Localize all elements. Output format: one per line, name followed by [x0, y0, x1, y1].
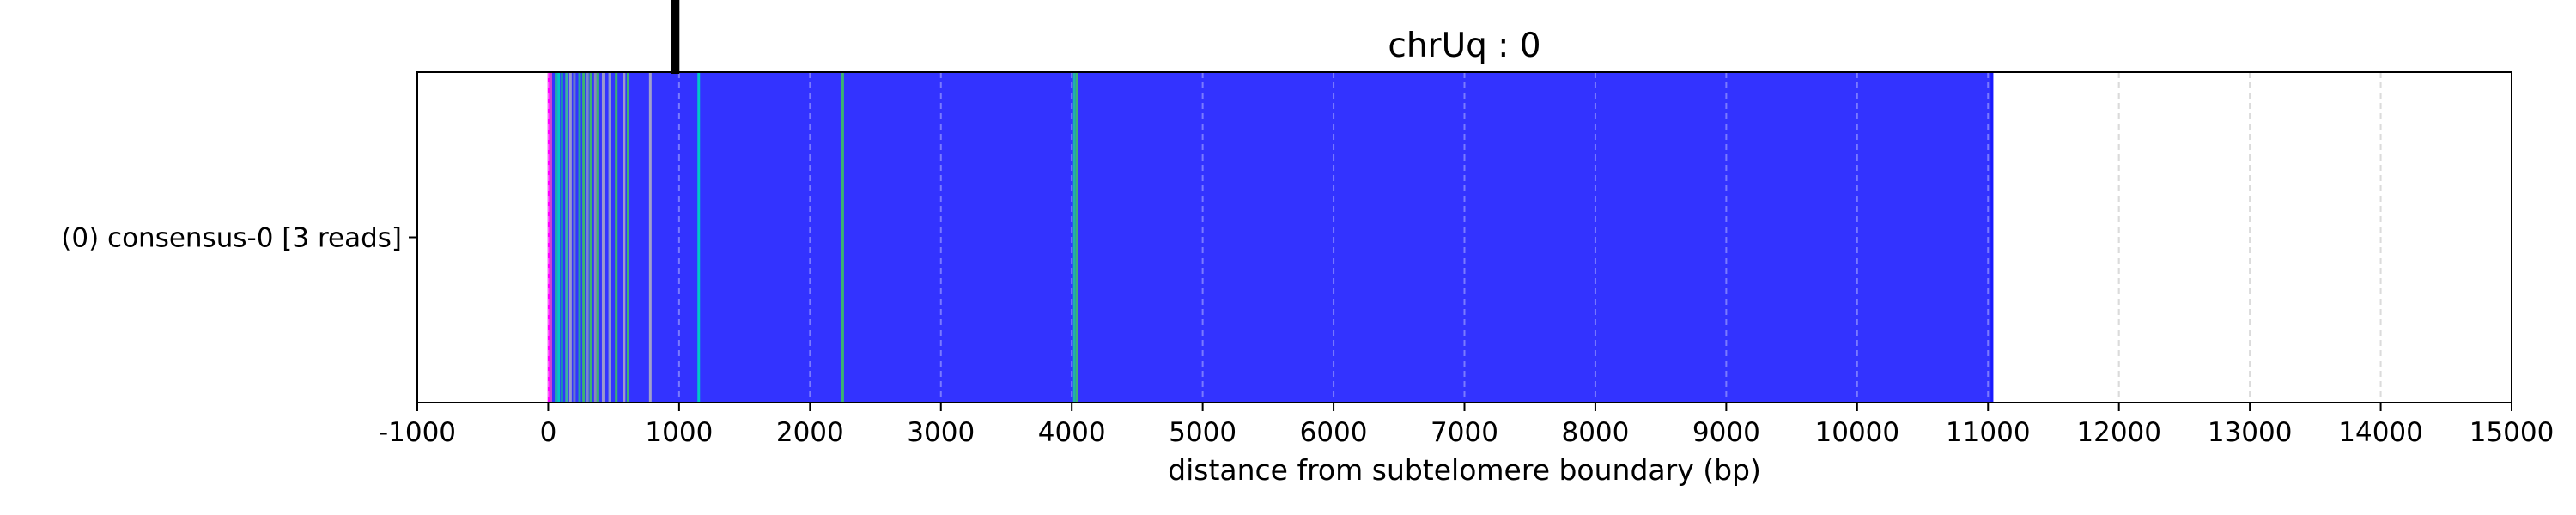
x-tick-label: 2000 [776, 417, 844, 448]
x-tick-label: -1000 [379, 417, 456, 448]
bar-stripe [601, 72, 605, 403]
x-tick-label: 6000 [1300, 417, 1368, 448]
x-tick-label: 8000 [1561, 417, 1629, 448]
bar-stripe [608, 72, 611, 403]
x-tick-label: 10000 [1815, 417, 1900, 448]
bar-stripe [568, 72, 572, 403]
grid-lines-over-bar [547, 72, 2382, 403]
bar-stripe [578, 72, 581, 403]
bar-stripe [557, 72, 561, 403]
bar-stripe [565, 72, 568, 403]
x-tick-label: 11000 [1946, 417, 2031, 448]
bar-stripe [623, 72, 626, 403]
y-tick-label: (0) consensus-0 [3 reads] [61, 223, 402, 254]
bar-segment [548, 72, 1994, 403]
bar-stripe [573, 72, 576, 403]
bar-stripe [615, 72, 618, 403]
bar-stripe [626, 72, 629, 403]
bar-stripe [555, 72, 558, 403]
x-tick-label: 0 [540, 417, 557, 448]
bar-stripe [596, 72, 599, 403]
y-axis-ticks: (0) consensus-0 [3 reads] [61, 223, 417, 254]
x-tick-label: 13000 [2208, 417, 2293, 448]
x-tick-label: 5000 [1169, 417, 1236, 448]
bar-stripe [697, 72, 701, 403]
position-marker [671, 0, 680, 74]
chart-title: chrUq : 0 [1388, 27, 1540, 65]
bar-stripe [589, 72, 592, 403]
bar-stripe [582, 72, 586, 403]
bar-stripe [560, 72, 563, 403]
bar-stripe [549, 72, 552, 403]
x-tick-label: 15000 [2470, 417, 2555, 448]
bar-stripe [547, 72, 550, 403]
bar-stripe [841, 72, 844, 403]
bar-stripe [1072, 72, 1076, 403]
x-tick-label: 12000 [2076, 417, 2161, 448]
bar-stripe [593, 72, 597, 403]
x-axis-ticks: -1000 0 1000 2000 3000 4000 5000 6000 7000 8000 90… [379, 403, 2554, 448]
x-tick-label: 4000 [1038, 417, 1106, 448]
x-tick-label: 9000 [1692, 417, 1760, 448]
bar-stripe [586, 72, 589, 403]
x-axis-label: distance from subtelomere boundary (bp) [1168, 453, 1761, 487]
x-tick-label: 1000 [645, 417, 713, 448]
bar-stripe [1990, 72, 1994, 403]
bar-layer [548, 72, 1994, 403]
x-tick-label: 7000 [1431, 417, 1498, 448]
bar-stripe [1075, 72, 1078, 403]
stripe-layer [547, 72, 1994, 403]
x-tick-label: 14000 [2338, 417, 2423, 448]
bar-stripe [648, 72, 652, 403]
x-tick-label: 3000 [907, 417, 975, 448]
